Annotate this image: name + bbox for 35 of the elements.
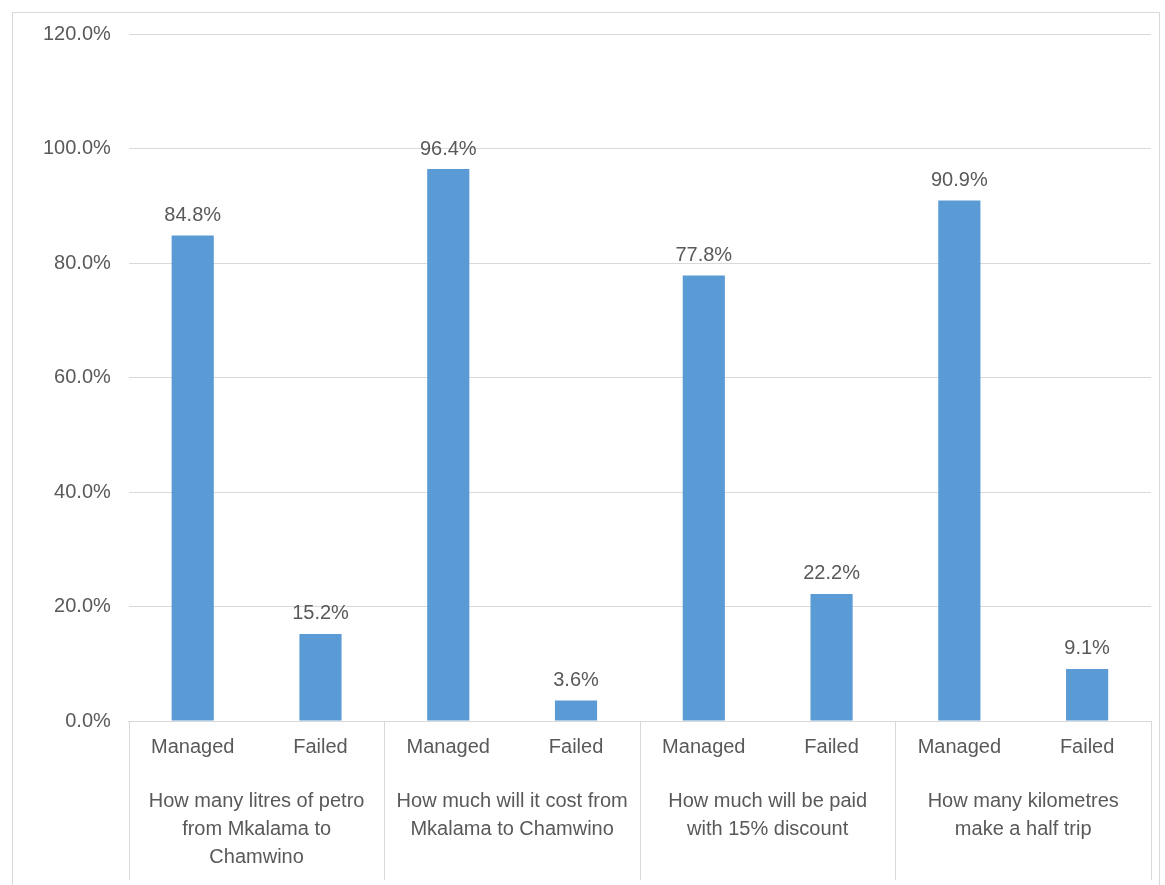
data-label: 90.9% bbox=[930, 168, 988, 191]
y-tick-label: 100.0% bbox=[42, 136, 112, 159]
x-tick-label: Failed bbox=[1059, 734, 1115, 757]
y-tick-label: 80.0% bbox=[54, 250, 112, 273]
text: How many litres of petro from Mkalama to Chamwino bbox=[148, 788, 365, 867]
x-tick-label: Managed bbox=[151, 734, 235, 757]
x-tick-label: Failed bbox=[293, 734, 348, 757]
data-label: 9.1% bbox=[1064, 636, 1111, 659]
y-tick-label: 40.0% bbox=[54, 479, 112, 502]
y-tick-label: 120.0% bbox=[42, 21, 112, 44]
bar bbox=[938, 200, 981, 721]
y-tick-label: 60.0% bbox=[54, 365, 112, 388]
x-tick-label: Failed bbox=[804, 734, 859, 757]
x-tick-label: Managed bbox=[662, 734, 746, 757]
bar bbox=[810, 593, 853, 721]
data-label: 22.2% bbox=[803, 561, 861, 584]
y-tick-label: 0.0% bbox=[65, 708, 112, 731]
bar bbox=[171, 235, 214, 721]
bar bbox=[1066, 668, 1109, 721]
bar bbox=[299, 633, 342, 721]
x-tick-label: Managed bbox=[917, 734, 1002, 757]
data-label: 15.2% bbox=[292, 601, 350, 624]
data-label: 3.6% bbox=[553, 667, 600, 690]
x-tick-label: Failed bbox=[548, 734, 604, 757]
y-tick-label: 20.0% bbox=[54, 594, 112, 617]
bar bbox=[427, 169, 470, 721]
data-label: 84.8% bbox=[164, 203, 222, 226]
data-label: 77.8% bbox=[675, 243, 733, 266]
text: How much will be paid with 15% discount bbox=[668, 788, 868, 839]
bar bbox=[554, 700, 598, 721]
x-tick-label: Managed bbox=[406, 734, 490, 757]
text: How many kilometres make a half trip bbox=[927, 788, 1119, 839]
bar bbox=[682, 275, 725, 721]
data-label: 96.4% bbox=[419, 136, 477, 159]
text: How much will it cost from Mkalama to Chamwino bbox=[396, 788, 628, 839]
